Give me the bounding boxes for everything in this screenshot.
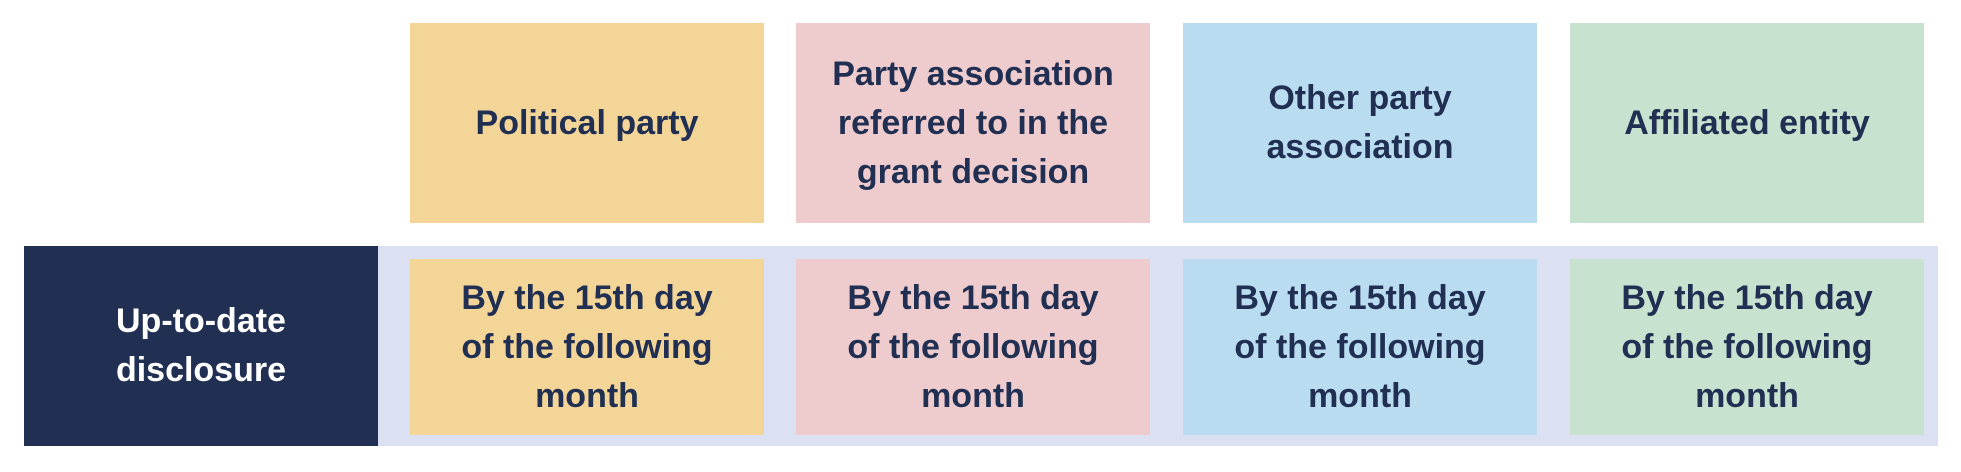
column-header-affiliated-entity: Affiliated entity xyxy=(1570,23,1924,223)
column-header-other-party-association: Other party association xyxy=(1183,23,1537,223)
column-header-party-association-grant: Party association referred to in the gra… xyxy=(796,23,1150,223)
cell-party-association-grant-deadline: By the 15th day of the following month xyxy=(796,259,1150,435)
column-header-political-party: Political party xyxy=(410,23,764,223)
cell-affiliated-entity-deadline: By the 15th day of the following month xyxy=(1570,259,1924,435)
cell-other-party-association-deadline: By the 15th day of the following month xyxy=(1183,259,1537,435)
row-label-up-to-date-disclosure: Up-to-date disclosure xyxy=(24,246,378,446)
cell-political-party-deadline: By the 15th day of the following month xyxy=(410,259,764,435)
